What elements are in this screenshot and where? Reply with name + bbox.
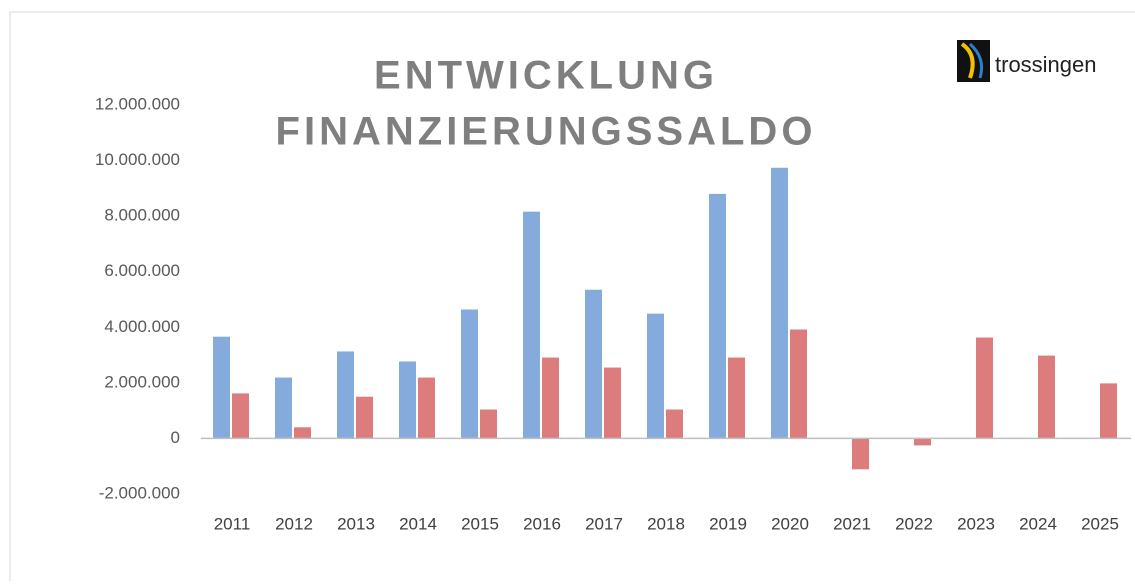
bar-texture	[232, 393, 249, 439]
y-tick-label: 2.000.000	[104, 372, 180, 391]
bar-texture	[914, 438, 931, 446]
y-tick-label: 0	[171, 428, 180, 447]
y-tick-label: -2.000.000	[99, 483, 180, 502]
x-tick-label: 2019	[709, 514, 747, 533]
x-tick-label: 2015	[461, 514, 499, 533]
chart-title: ENTWICKLUNG	[374, 54, 718, 98]
x-tick-label: 2013	[337, 514, 375, 533]
y-tick-label: 10.000.000	[95, 150, 180, 169]
bar-texture	[728, 357, 745, 439]
y-tick-label: 8.000.000	[104, 206, 180, 225]
y-tick-label: 4.000.000	[104, 317, 180, 336]
bar-texture	[585, 289, 602, 439]
bar-texture	[356, 396, 373, 439]
logo-swoosh	[960, 42, 975, 79]
x-tick-label: 2016	[523, 514, 561, 533]
x-tick-label: 2024	[1019, 514, 1057, 533]
x-tick-label: 2012	[275, 514, 313, 533]
bar-texture	[275, 377, 292, 439]
x-tick-label: 2022	[895, 514, 933, 533]
x-tick-label: 2014	[399, 514, 437, 533]
logo-swoosh	[968, 42, 984, 79]
bar-texture	[461, 309, 478, 439]
bar-texture	[604, 367, 621, 439]
bar-texture	[523, 211, 540, 439]
bar-texture	[480, 409, 497, 439]
logo: trossingen	[957, 40, 1097, 82]
chart-title: FINANZIERUNGSSALDO	[276, 110, 817, 154]
bar-texture	[418, 377, 435, 439]
bar-texture	[852, 438, 869, 470]
x-tick-label: 2025	[1081, 514, 1119, 533]
x-tick-label: 2021	[833, 514, 871, 533]
bar-texture	[666, 409, 683, 439]
bar-texture	[213, 336, 230, 439]
x-tick-label: 2017	[585, 514, 623, 533]
bar-texture	[399, 361, 416, 439]
bar-texture	[771, 167, 788, 439]
bar-texture	[790, 329, 807, 439]
bar-texture	[542, 357, 559, 439]
bar-texture	[976, 337, 993, 439]
y-tick-label: 6.000.000	[104, 261, 180, 280]
x-tick-label: 2011	[214, 514, 251, 533]
bar-texture	[709, 193, 726, 439]
x-tick-label: 2018	[647, 514, 685, 533]
logo-text: trossingen	[995, 52, 1097, 77]
chart-frame	[9, 11, 1135, 586]
bar-texture	[337, 351, 354, 439]
x-tick-label: 2020	[771, 514, 809, 533]
bar-texture	[647, 313, 664, 439]
x-tick-label: 2023	[957, 514, 995, 533]
bar-texture	[294, 427, 311, 439]
bar-texture	[1038, 355, 1055, 439]
y-tick-label: 12.000.000	[95, 94, 180, 113]
bar-texture	[1100, 383, 1117, 439]
